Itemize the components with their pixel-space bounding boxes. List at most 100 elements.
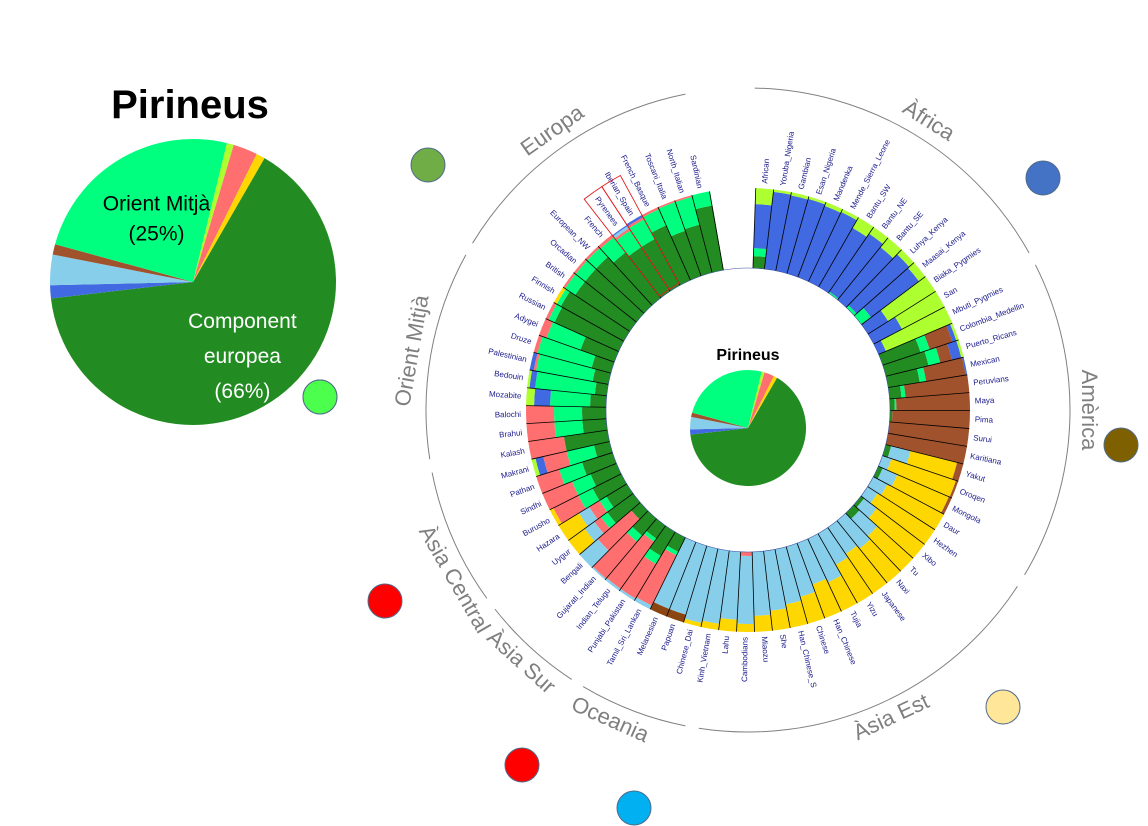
main-pie-label: (25%) [128, 222, 184, 245]
population-label: Daur [942, 520, 962, 537]
bar-segment [606, 533, 655, 589]
bar-segment [643, 530, 657, 542]
bar-divider [573, 272, 637, 323]
population-label: North_Italian [665, 148, 687, 194]
region-separator-arcs [425, 87, 1071, 733]
bar-segment [587, 247, 609, 269]
bar-segment [600, 236, 626, 263]
bar-segment [537, 336, 596, 368]
population-label: Han_Chinese_S [796, 630, 818, 689]
region-marker [367, 583, 403, 619]
bar-segment [531, 457, 541, 477]
main-pie-slice [193, 143, 234, 282]
bar-segment [526, 421, 556, 442]
bar-segment [952, 462, 964, 482]
main-pie-slice [55, 138, 227, 282]
bar-segment [616, 229, 642, 257]
region-arc [582, 686, 686, 727]
bar-segment [591, 355, 615, 374]
population-label: Peruvians [973, 374, 1009, 387]
bar-segment [940, 496, 952, 515]
bar-segment [533, 352, 540, 372]
bar-divider [533, 352, 611, 374]
bar-divider [837, 237, 889, 301]
bar-divider [528, 429, 608, 442]
bar-segment [592, 473, 627, 501]
population-label: Gambian [797, 157, 813, 191]
bar-segment [877, 468, 898, 487]
radial-admixture-bars [526, 188, 971, 632]
bar-segment [827, 520, 858, 555]
bar-segment [923, 357, 966, 382]
population-label: Miaozu [760, 636, 771, 662]
bar-segment [845, 504, 860, 520]
population-label: Mandenka [832, 164, 855, 202]
region-arc [1024, 264, 1071, 576]
population-label: Oroqen [958, 487, 986, 505]
bar-divider [878, 465, 952, 499]
main-pie-label: europea [204, 345, 281, 368]
bar-segment [553, 286, 567, 305]
main-pie-slice [50, 158, 336, 425]
bar-divider [618, 525, 666, 592]
bar-segment [657, 200, 676, 209]
bar-segment [632, 510, 657, 536]
bar-segment [828, 291, 839, 301]
population-label: Bedouin [494, 369, 524, 382]
bar-segment [533, 334, 543, 354]
bar-segment [558, 512, 588, 541]
bar-segment [880, 484, 945, 531]
bar-segment [753, 248, 768, 258]
region-marker [1025, 160, 1061, 196]
bar-segment [861, 310, 889, 335]
inner-pie-chart [690, 370, 806, 486]
bar-segment [869, 227, 889, 245]
main-pie-label: Component [188, 310, 297, 333]
bar-divider [774, 549, 791, 629]
region-label: Orient Mitjà [389, 292, 433, 408]
bar-segment [585, 245, 601, 261]
population-label: Esan_Nigeria [814, 147, 838, 196]
region-label: Àfrica [899, 95, 961, 146]
bar-segment [818, 227, 868, 294]
bar-divider [591, 510, 649, 569]
bar-divider [797, 201, 827, 278]
population-label: Uygur [550, 547, 573, 568]
bar-segment [808, 196, 827, 205]
bar-divider [845, 249, 902, 308]
bar-divider [585, 258, 645, 314]
bar-segment [684, 224, 713, 276]
bar-segment [627, 216, 645, 229]
bar-divider [526, 405, 607, 408]
bar-divider [882, 455, 959, 482]
bar-segment [837, 247, 894, 308]
population-label: Yoruba_Nigeria [779, 130, 797, 186]
bar-divider [649, 537, 686, 610]
bar-divider [558, 483, 627, 526]
bar-segment [773, 189, 792, 195]
bar-segment [626, 214, 644, 227]
bar-divider [873, 476, 945, 515]
bar-segment [643, 209, 667, 233]
bar-segment [668, 541, 707, 615]
bar-segment [895, 291, 945, 330]
bar-segment [682, 618, 702, 627]
bar-segment [880, 237, 902, 259]
bar-segment [584, 521, 604, 542]
bar-divider [674, 200, 702, 277]
bar-segment [873, 340, 887, 355]
bar-divider [597, 246, 653, 306]
bar-segment [606, 483, 634, 508]
main-pie-labels: Component europea (66%) Orient Mitjà (25%) [103, 192, 297, 402]
bar-divider [666, 541, 697, 617]
bar-segment [894, 398, 897, 411]
bar-segment [888, 421, 970, 447]
bar-segment [852, 217, 875, 238]
bar-segment [591, 566, 607, 580]
population-label: Mende_Sierra_Leone [849, 138, 893, 211]
bar-segment [870, 493, 935, 545]
inner-pie-slice [690, 428, 748, 435]
bar-segment [554, 419, 584, 438]
inner-pie-slice [690, 416, 748, 430]
population-label: Orcadian [548, 238, 579, 266]
